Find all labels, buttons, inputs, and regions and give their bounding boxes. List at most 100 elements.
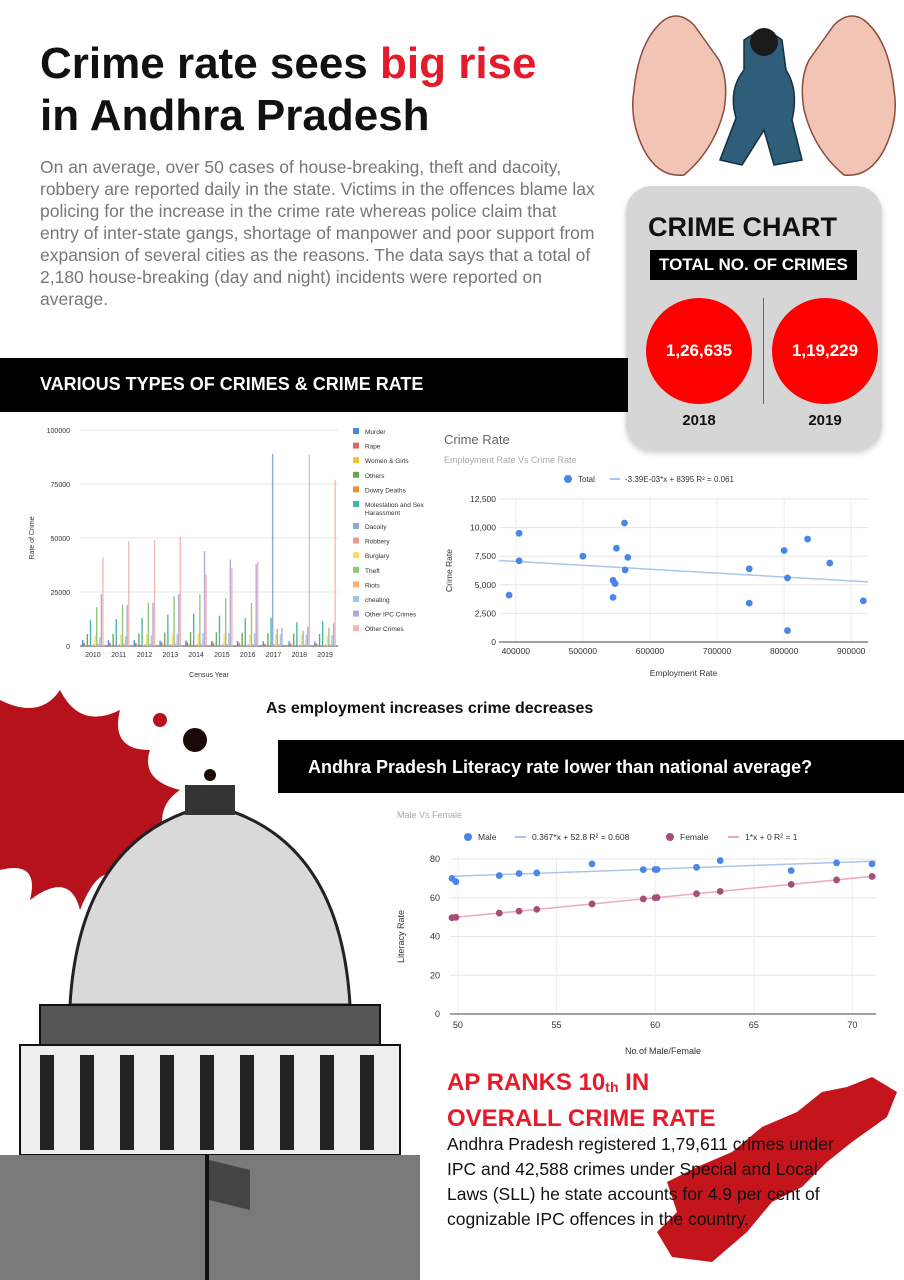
total-crimes-2018-circle: 1,26,635 bbox=[646, 298, 752, 404]
bar bbox=[255, 563, 257, 646]
bar bbox=[271, 453, 274, 646]
bar bbox=[203, 550, 206, 646]
scatter1-point bbox=[859, 597, 867, 605]
bar-xtick-label: 2015 bbox=[214, 652, 230, 659]
bar bbox=[325, 644, 327, 646]
bar bbox=[133, 640, 135, 646]
scatter1-point bbox=[804, 535, 812, 543]
title-highlight: big rise bbox=[380, 39, 537, 88]
bar bbox=[249, 634, 251, 646]
bar bbox=[318, 634, 321, 646]
bar bbox=[299, 644, 301, 646]
scatter2-point bbox=[716, 887, 724, 895]
bar bbox=[202, 633, 204, 646]
bar bbox=[303, 644, 306, 646]
bar bbox=[147, 602, 149, 646]
scatter1-xlabel: Employment Rate bbox=[650, 668, 718, 678]
scatter2-legend-label: Female bbox=[680, 832, 709, 842]
scatter1-point bbox=[609, 593, 617, 601]
scatter1-xtick-label: 400000 bbox=[502, 646, 531, 656]
bar bbox=[331, 635, 333, 646]
bar bbox=[197, 633, 200, 646]
scatter2-point bbox=[693, 863, 700, 871]
bar-legend-label: Murder bbox=[365, 429, 386, 436]
bar bbox=[138, 633, 140, 646]
bar-legend-swatch bbox=[353, 537, 359, 544]
dome-drum bbox=[39, 1004, 381, 1046]
bar-legend-label: Others bbox=[365, 473, 385, 480]
scatter1-xtick-label: 900000 bbox=[837, 646, 866, 656]
scatter1-point bbox=[621, 566, 629, 574]
bar bbox=[270, 617, 272, 646]
dome-cupola bbox=[185, 785, 235, 815]
bar bbox=[294, 645, 296, 646]
bar bbox=[275, 634, 277, 646]
bar bbox=[264, 643, 266, 646]
bar bbox=[102, 557, 104, 646]
bar bbox=[189, 631, 192, 646]
bar-legend-label: Other IPC Crimes bbox=[365, 612, 417, 619]
bar bbox=[97, 643, 99, 646]
crime-chart-title: CRIME CHART bbox=[648, 212, 837, 242]
bar-ytick-label: 0 bbox=[66, 644, 70, 651]
bar bbox=[123, 643, 125, 646]
bar bbox=[265, 644, 268, 646]
scatter2-xtick-label: 70 bbox=[847, 1020, 857, 1030]
bar bbox=[200, 643, 203, 646]
bar-xtick-label: 2017 bbox=[266, 652, 282, 659]
crime-chart-subtitle: TOTAL NO. OF CRIMES bbox=[650, 250, 857, 280]
bar bbox=[149, 643, 151, 646]
scatter1-ylabel: Crime Rate bbox=[444, 549, 454, 592]
bar bbox=[114, 644, 116, 646]
bar-xtick-label: 2013 bbox=[163, 652, 179, 659]
bar bbox=[247, 644, 250, 646]
scatter2-point bbox=[639, 866, 647, 874]
bar-ytick-label: 50000 bbox=[51, 536, 71, 543]
left-hand bbox=[632, 15, 727, 177]
bar bbox=[253, 633, 256, 646]
bar bbox=[173, 596, 175, 646]
bar bbox=[107, 640, 110, 646]
bar-legend-swatch bbox=[353, 471, 359, 478]
bar bbox=[115, 619, 117, 646]
bar bbox=[246, 645, 248, 646]
bar bbox=[178, 594, 180, 646]
scatter2-point bbox=[533, 869, 541, 877]
crime-chart-card: CRIME CHART TOTAL NO. OF CRIMES 1,26,635… bbox=[626, 186, 882, 450]
scatter1-point bbox=[784, 627, 791, 634]
bar-legend-label: Riots bbox=[365, 582, 381, 589]
bar bbox=[332, 623, 335, 646]
bar bbox=[174, 643, 177, 646]
bar bbox=[273, 644, 275, 646]
scatter1-point bbox=[784, 574, 791, 582]
flag-pole bbox=[205, 1155, 209, 1280]
bar bbox=[323, 645, 325, 646]
scatter2-xtick-label: 65 bbox=[749, 1020, 759, 1030]
bar bbox=[218, 615, 221, 646]
bar bbox=[117, 645, 119, 646]
bar bbox=[226, 643, 228, 646]
bar-legend-swatch bbox=[353, 428, 359, 434]
scatter2-ytick-label: 80 bbox=[430, 854, 440, 864]
bar-ytick-label: 75000 bbox=[51, 482, 71, 489]
scatter2-legend-label: Male bbox=[478, 832, 497, 842]
bar-ytick-label: 25000 bbox=[51, 590, 71, 597]
bar bbox=[167, 614, 169, 646]
bar bbox=[307, 626, 309, 646]
bar bbox=[194, 645, 196, 646]
bar bbox=[142, 645, 145, 646]
figure-head bbox=[750, 28, 778, 56]
bar-legend-swatch bbox=[353, 581, 359, 588]
bar-ytick-label: 100000 bbox=[47, 428, 70, 435]
bar bbox=[121, 604, 124, 646]
scatter1-point bbox=[613, 544, 620, 552]
bar bbox=[191, 644, 193, 646]
bar bbox=[334, 479, 336, 646]
bar-legend-swatch bbox=[353, 596, 359, 602]
bar bbox=[315, 643, 318, 646]
bar bbox=[297, 645, 300, 646]
scatter2-point bbox=[588, 860, 596, 868]
bar bbox=[82, 639, 84, 646]
bar bbox=[231, 568, 233, 646]
bar-xtick-label: 2014 bbox=[188, 652, 204, 659]
